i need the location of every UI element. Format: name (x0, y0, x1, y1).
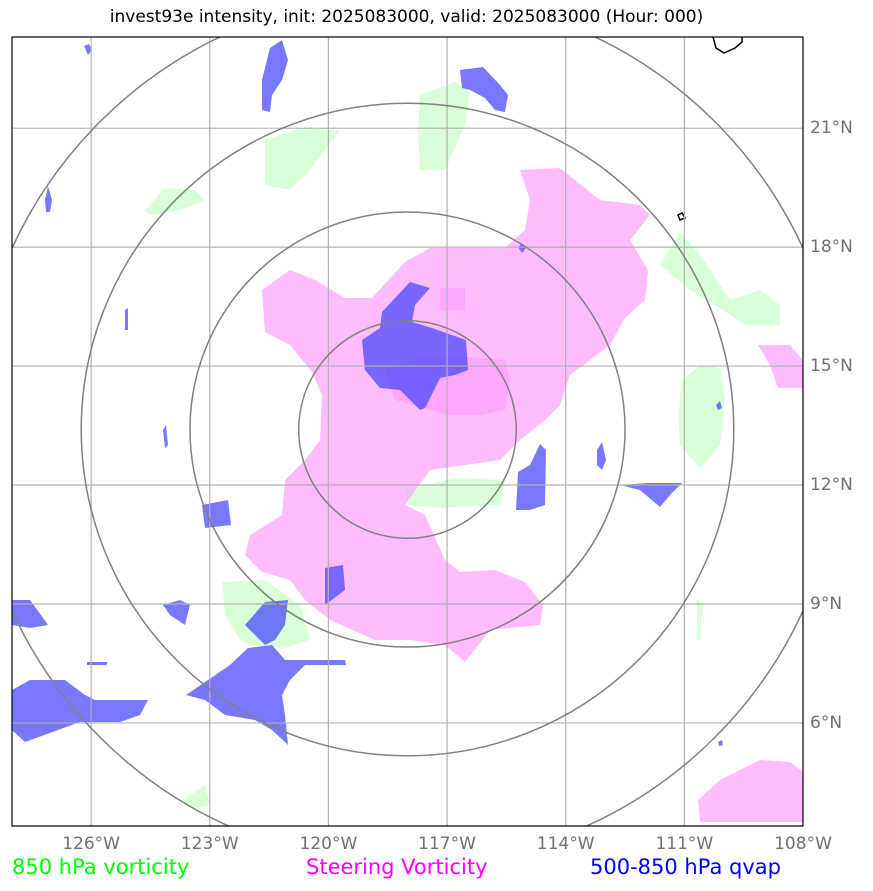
range-ring (80, 102, 735, 757)
lon-tick-label: 111°W (655, 834, 714, 854)
lat-tick-label: 21°N (810, 118, 853, 139)
qvap-layer (12, 40, 723, 746)
range-ring (297, 320, 518, 540)
map-frame (11, 36, 804, 827)
lon-tick-label: 120°W (299, 834, 358, 854)
lat-tick-label: 15°N (810, 356, 853, 377)
lat-tick-label: 9°N (810, 593, 843, 614)
lon-tick-label: 114°W (536, 834, 595, 854)
legend-steering: Steering Vorticity (306, 855, 488, 879)
lat-tick-label: 6°N (810, 712, 843, 733)
range-rings (12, 37, 803, 826)
lat-tick-label: 12°N (810, 475, 853, 496)
range-ring (189, 211, 626, 648)
lat-tick-label: 18°N (810, 237, 853, 258)
lon-tick-label: 117°W (418, 834, 476, 854)
graticule (12, 37, 803, 826)
lon-tick-label: 108°W (774, 834, 832, 854)
lon-tick-label: 123°W (180, 834, 239, 854)
legend-qvap: 500-850 hPa qvap (590, 855, 781, 879)
island-outline (677, 212, 687, 221)
map-title: invest93e intensity, init: 2025083000, v… (109, 7, 704, 27)
lon-tick-label: 126°W (62, 834, 120, 854)
legend-vort850: 850 hPa vorticity (12, 855, 190, 879)
coastline (712, 37, 743, 54)
